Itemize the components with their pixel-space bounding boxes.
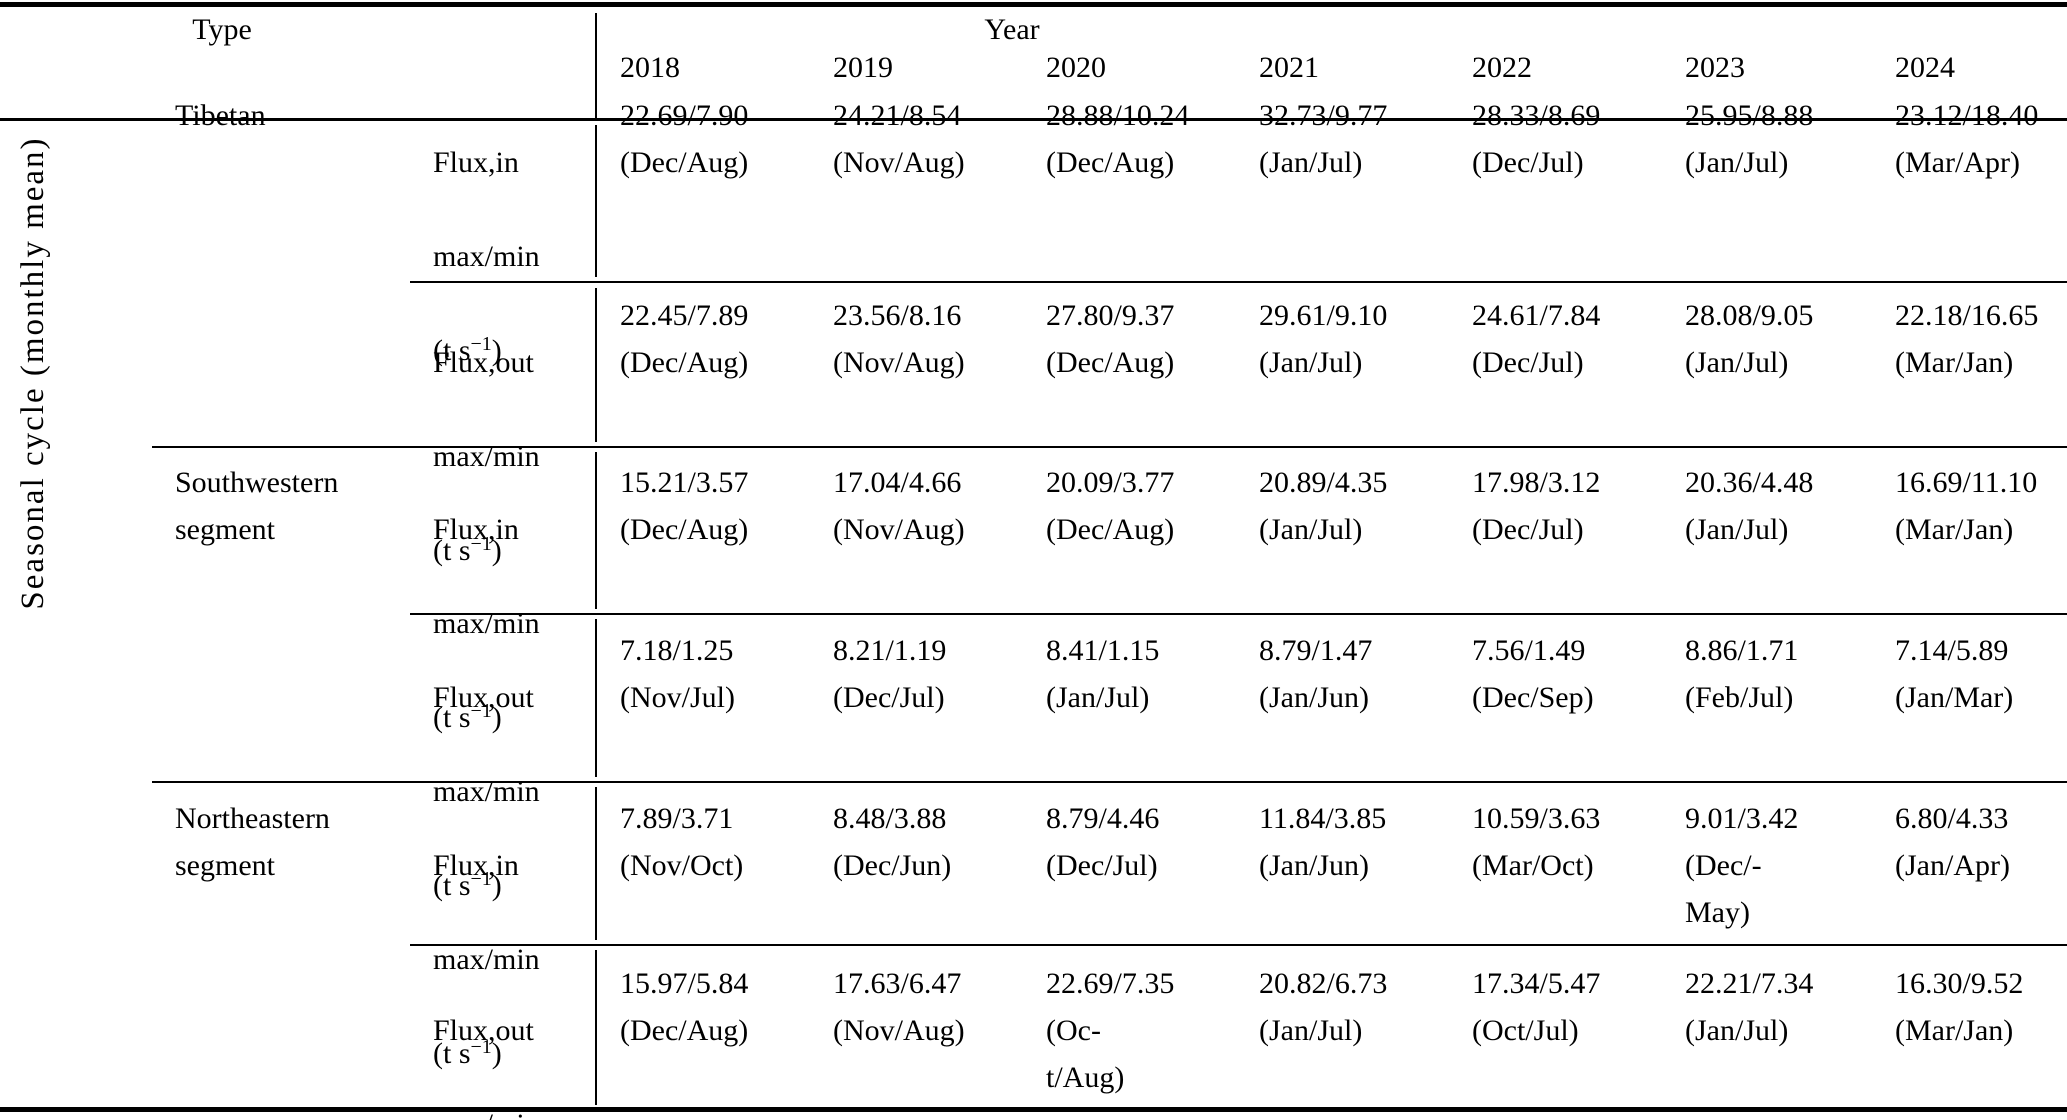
table-cell: 7.89/3.71 (Nov/Oct) <box>620 802 744 882</box>
table-cell: 22.69/7.90 (Dec/Aug) <box>620 99 749 179</box>
flux-label-line1: Flux,out <box>433 681 534 714</box>
column-header-type: Type <box>192 13 252 46</box>
table-cell: 22.45/7.89 (Dec/Aug) <box>620 299 749 379</box>
flux-label: Flux,out max/min (t s−1) <box>433 292 603 621</box>
group-label-northeastern: Northeastern segment <box>175 802 330 882</box>
subrow-divider-1 <box>410 281 2067 283</box>
flux-label-line2: max/min <box>433 1101 603 1120</box>
flux-label-line2: max/min <box>433 775 540 808</box>
year-header-2021: 2021 <box>1259 51 1319 84</box>
vertical-rule-row4 <box>595 619 597 777</box>
flux-label: Flux,in max/min (t s−1) <box>433 795 603 1120</box>
flux-label: Flux,out max/min (t s−1) <box>433 960 603 1120</box>
superscript-minus-one: −1 <box>470 533 492 555</box>
table-cell: 8.79/4.46 (Dec/Jul) <box>1046 802 1160 882</box>
table-cell: 16.69/11.10 (Mar/Jan) <box>1895 466 2038 546</box>
table-cell: 22.21/7.34 (Jan/Jul) <box>1685 967 1814 1047</box>
flux-label-line1: Flux,in <box>433 146 519 179</box>
table-cell: 29.61/9.10 (Jan/Jul) <box>1259 299 1388 379</box>
superscript-minus-one: −1 <box>470 1036 492 1058</box>
table-cell: 15.21/3.57 (Dec/Aug) <box>620 466 749 546</box>
table-cell: 8.79/1.47 (Jan/Jun) <box>1259 634 1373 714</box>
flux-unit: (t s−1) <box>433 333 502 367</box>
vertical-rule-row6 <box>595 950 597 1105</box>
table-cell: 20.82/6.73 (Jan/Jul) <box>1259 967 1388 1047</box>
table-cell: 7.14/5.89 (Jan/Mar) <box>1895 634 2014 714</box>
superscript-minus-one: −1 <box>470 700 492 722</box>
table-cell: 8.48/3.88 (Dec/Jun) <box>833 802 952 882</box>
flux-label-line1: Flux,out <box>433 346 534 379</box>
side-label-seasonal-cycle: Seasonal cycle (monthly mean) <box>15 136 51 610</box>
table-cell: 24.21/8.54 (Nov/Aug) <box>833 99 965 179</box>
flux-label-line2: max/min <box>433 943 540 976</box>
vertical-rule-header <box>595 13 597 118</box>
table-cell: 28.88/10.24 (Dec/Aug) <box>1046 99 1190 179</box>
year-header-2019: 2019 <box>833 51 893 84</box>
column-header-year: Year <box>984 13 1040 46</box>
table-cell: 17.34/5.47 (Oct/Jul) <box>1472 967 1601 1047</box>
vertical-rule-row2 <box>595 288 597 442</box>
table-cell: 22.69/7.35 (Oc- t/Aug) <box>1046 967 1175 1094</box>
group-label-southwestern: Southwestern segment <box>175 466 339 546</box>
year-header-2018: 2018 <box>620 51 680 84</box>
vertical-rule-row3 <box>595 452 597 609</box>
flux-unit: (t s−1) <box>433 700 502 734</box>
table-cell: 24.61/7.84 (Dec/Jul) <box>1472 299 1601 379</box>
table-cell: 7.56/1.49 (Dec/Sep) <box>1472 634 1594 714</box>
flux-label-line2: max/min <box>433 240 540 273</box>
superscript-minus-one: −1 <box>470 868 492 890</box>
year-header-2024: 2024 <box>1895 51 1955 84</box>
subrow-divider-3 <box>410 944 2067 946</box>
table-cell: 23.12/18.40 (Mar/Apr) <box>1895 99 2039 179</box>
flux-label: Flux,in max/min (t s−1) <box>433 459 603 788</box>
table-cell: 20.89/4.35 (Jan/Jul) <box>1259 466 1388 546</box>
table-cell: 23.56/8.16 (Nov/Aug) <box>833 299 965 379</box>
subrow-divider-2 <box>410 613 2067 615</box>
table-cell: 27.80/9.37 (Dec/Aug) <box>1046 299 1175 379</box>
flux-label-line2: max/min <box>433 607 540 640</box>
vertical-rule-row1 <box>595 125 597 277</box>
bottom-rule <box>0 1107 2067 1112</box>
header-rule <box>0 118 2067 121</box>
table-cell: 6.80/4.33 (Jan/Apr) <box>1895 802 2010 882</box>
flux-label: Flux,in max/min (t s−1) <box>433 92 603 421</box>
table-cell: 17.63/6.47 (Nov/Aug) <box>833 967 965 1047</box>
table-cell: 8.86/1.71 (Feb/Jul) <box>1685 634 1799 714</box>
flux-label: Flux,out max/min (t s−1) <box>433 627 603 956</box>
table-cell: 17.04/4.66 (Nov/Aug) <box>833 466 965 546</box>
table-cell: 10.59/3.63 (Mar/Oct) <box>1472 802 1601 882</box>
table-cell: 15.97/5.84 (Dec/Aug) <box>620 967 749 1047</box>
table-cell: 28.33/8.69 (Dec/Jul) <box>1472 99 1601 179</box>
table-cell: 28.08/9.05 (Jan/Jul) <box>1685 299 1814 379</box>
table-cell: 20.09/3.77 (Dec/Aug) <box>1046 466 1175 546</box>
table-cell: 16.30/9.52 (Mar/Jan) <box>1895 967 2024 1047</box>
table-cell: 9.01/3.42 (Dec/- May) <box>1685 802 1799 929</box>
flux-unit: (t s−1) <box>433 868 502 902</box>
flux-label-line1: Flux,out <box>433 1014 534 1047</box>
table-cell: 25.95/8.88 (Jan/Jul) <box>1685 99 1814 179</box>
flux-label-line1: Flux,in <box>433 513 519 546</box>
flux-unit: (t s−1) <box>433 533 502 567</box>
group-divider-2 <box>152 781 2067 783</box>
table-cell: 17.98/3.12 (Dec/Jul) <box>1472 466 1601 546</box>
group-label-tibetan: Tibetan <box>175 99 266 132</box>
table-cell: 8.21/1.19 (Dec/Jul) <box>833 634 947 714</box>
table-cell: 11.84/3.85 (Jan/Jun) <box>1259 802 1387 882</box>
table-cell: 7.18/1.25 (Nov/Jul) <box>620 634 735 714</box>
table-cell: 20.36/4.48 (Jan/Jul) <box>1685 466 1814 546</box>
flux-label-line1: Flux,in <box>433 849 519 882</box>
year-header-2020: 2020 <box>1046 51 1106 84</box>
vertical-rule-row5 <box>595 787 597 940</box>
superscript-minus-one: −1 <box>470 333 492 355</box>
table-cell: 32.73/9.77 (Jan/Jul) <box>1259 99 1388 179</box>
flux-label-line2: max/min <box>433 440 540 473</box>
flux-unit: (t s−1) <box>433 1036 502 1070</box>
year-header-2022: 2022 <box>1472 51 1532 84</box>
table-cell: 22.18/16.65 (Mar/Jan) <box>1895 299 2039 379</box>
group-divider-1 <box>152 446 2067 448</box>
year-header-2023: 2023 <box>1685 51 1745 84</box>
table-cell: 8.41/1.15 (Jan/Jul) <box>1046 634 1160 714</box>
top-rule <box>0 2 2067 7</box>
